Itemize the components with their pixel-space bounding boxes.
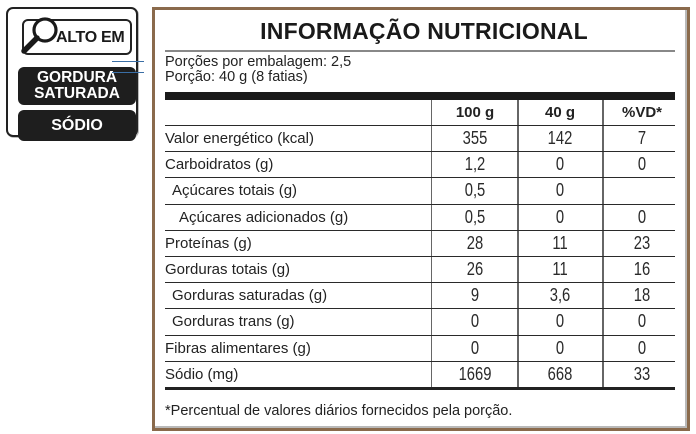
- header-serving: 40 g: [544, 104, 575, 121]
- front-warning-badge: ALTO EM GORDURA SATURADA SÓDIO: [6, 7, 138, 141]
- column-divider: [517, 361, 519, 387]
- value-100g: 9: [470, 285, 480, 306]
- column-divider: [517, 230, 519, 256]
- value-dv: 18: [633, 285, 651, 306]
- column-divider: [602, 126, 604, 152]
- column-divider: [517, 152, 519, 178]
- table-row: Gorduras saturadas (g) 9 3,6 18: [165, 283, 675, 310]
- column-divider: [602, 361, 604, 387]
- column-divider: [602, 335, 604, 361]
- value-100g: 26: [466, 259, 484, 280]
- nutrient-name: Sódio (mg): [165, 361, 432, 387]
- badge-sodium: SÓDIO: [18, 110, 136, 141]
- value-100g: 0,5: [464, 206, 486, 227]
- value-100g: 28: [466, 232, 484, 253]
- column-divider: [517, 256, 519, 283]
- table-row: Açúcares adicionados (g) 0,5 0 0: [165, 204, 675, 231]
- value-100g: 1669: [458, 363, 492, 384]
- table-row: Proteínas (g) 28 11 23: [165, 230, 675, 257]
- table-row: Valor energético (kcal) 355 142 7: [165, 126, 675, 153]
- value-100g: 0,5: [464, 180, 486, 201]
- value-dv: 0: [637, 206, 647, 227]
- value-dv: 0: [637, 154, 647, 175]
- value-100g: 355: [462, 128, 488, 149]
- column-divider: [602, 256, 604, 283]
- value-dv: 16: [633, 259, 651, 280]
- column-divider: [602, 152, 604, 178]
- badge-connector-line: [112, 72, 144, 73]
- value-dv: 0: [637, 311, 647, 332]
- title-divider: [165, 50, 675, 52]
- table-row: Açúcares totais (g) 0,5 0: [165, 178, 675, 205]
- column-divider: [517, 204, 519, 230]
- table-row: Fibras alimentares (g) 0 0 0: [165, 335, 675, 362]
- nutrition-table: 100 g 40 g %VD* Valor energético (kcal) …: [165, 100, 675, 390]
- value-serving: 0: [555, 206, 565, 227]
- value-serving: 11: [552, 232, 568, 253]
- column-divider: [602, 283, 604, 309]
- footnote: *Percentual de valores diários fornecido…: [165, 403, 513, 419]
- header-100g: 100 g: [455, 104, 495, 121]
- value-100g: 0: [470, 311, 480, 332]
- nutrient-name: Gorduras trans (g): [165, 309, 432, 335]
- value-dv: 33: [633, 363, 651, 384]
- value-dv: [610, 178, 674, 203]
- column-divider: [517, 309, 519, 335]
- badge-saturated-fat-line2: SATURADA: [34, 85, 120, 102]
- badge-saturated-fat: GORDURA SATURADA: [18, 67, 136, 105]
- column-divider: [602, 204, 604, 230]
- column-divider: [517, 126, 519, 152]
- thick-divider: [165, 92, 675, 100]
- table-row: Gorduras trans (g) 0 0 0: [165, 309, 675, 336]
- value-serving: 142: [547, 128, 573, 149]
- header-dv: %VD*: [621, 104, 662, 121]
- nutrient-name: Proteínas (g): [165, 230, 432, 256]
- table-header-row: 100 g 40 g %VD*: [165, 100, 675, 126]
- value-serving: 11: [552, 259, 568, 280]
- header-blank: [165, 100, 432, 125]
- column-divider: [517, 100, 519, 125]
- nutrition-facts-panel: INFORMAÇÃO NUTRICIONAL Porções por embal…: [152, 7, 690, 431]
- value-serving: 0: [555, 337, 565, 358]
- column-divider: [602, 230, 604, 256]
- table-row: Carboidratos (g) 1,2 0 0: [165, 152, 675, 179]
- magnifier-icon: [21, 17, 58, 54]
- badge-saturated-fat-line1: GORDURA: [36, 69, 118, 86]
- nutrient-name: Gorduras totais (g): [165, 256, 432, 283]
- column-divider: [602, 178, 604, 204]
- value-serving: 0: [555, 180, 565, 201]
- column-divider: [602, 100, 604, 125]
- value-dv: 0: [637, 337, 647, 358]
- nutrient-name: Fibras alimentares (g): [165, 335, 432, 361]
- nutrient-name: Açúcares adicionados (g): [165, 204, 432, 230]
- table-row: Gorduras totais (g) 26 11 16: [165, 256, 675, 284]
- value-serving: 0: [555, 311, 565, 332]
- value-dv: 23: [633, 232, 651, 253]
- serving-size: Porção: 40 g (8 fatias): [165, 69, 308, 85]
- servings-per-package: Porções por embalagem: 2,5: [165, 54, 352, 70]
- value-serving: 0: [555, 154, 565, 175]
- table-row: Sódio (mg) 1669 668 33: [165, 361, 675, 390]
- value-serving: 3,6: [549, 285, 571, 306]
- table-title: INFORMAÇÃO NUTRICIONAL: [260, 18, 588, 44]
- column-divider: [517, 335, 519, 361]
- badge-sodium-label: SÓDIO: [51, 117, 103, 134]
- column-divider: [602, 309, 604, 335]
- nutrient-name: Açúcares totais (g): [165, 178, 432, 204]
- nutrient-name: Gorduras saturadas (g): [165, 283, 432, 309]
- column-divider: [517, 178, 519, 204]
- nutrient-name: Valor energético (kcal): [165, 126, 432, 152]
- nutrient-name: Carboidratos (g): [165, 152, 432, 178]
- badge-header-label: ALTO EM: [56, 29, 125, 46]
- value-serving: 668: [547, 363, 573, 384]
- column-divider: [517, 283, 519, 309]
- value-dv: 7: [637, 128, 647, 149]
- value-100g: 0: [470, 337, 480, 358]
- badge-connector-line: [112, 61, 144, 62]
- value-100g: 1,2: [464, 154, 486, 175]
